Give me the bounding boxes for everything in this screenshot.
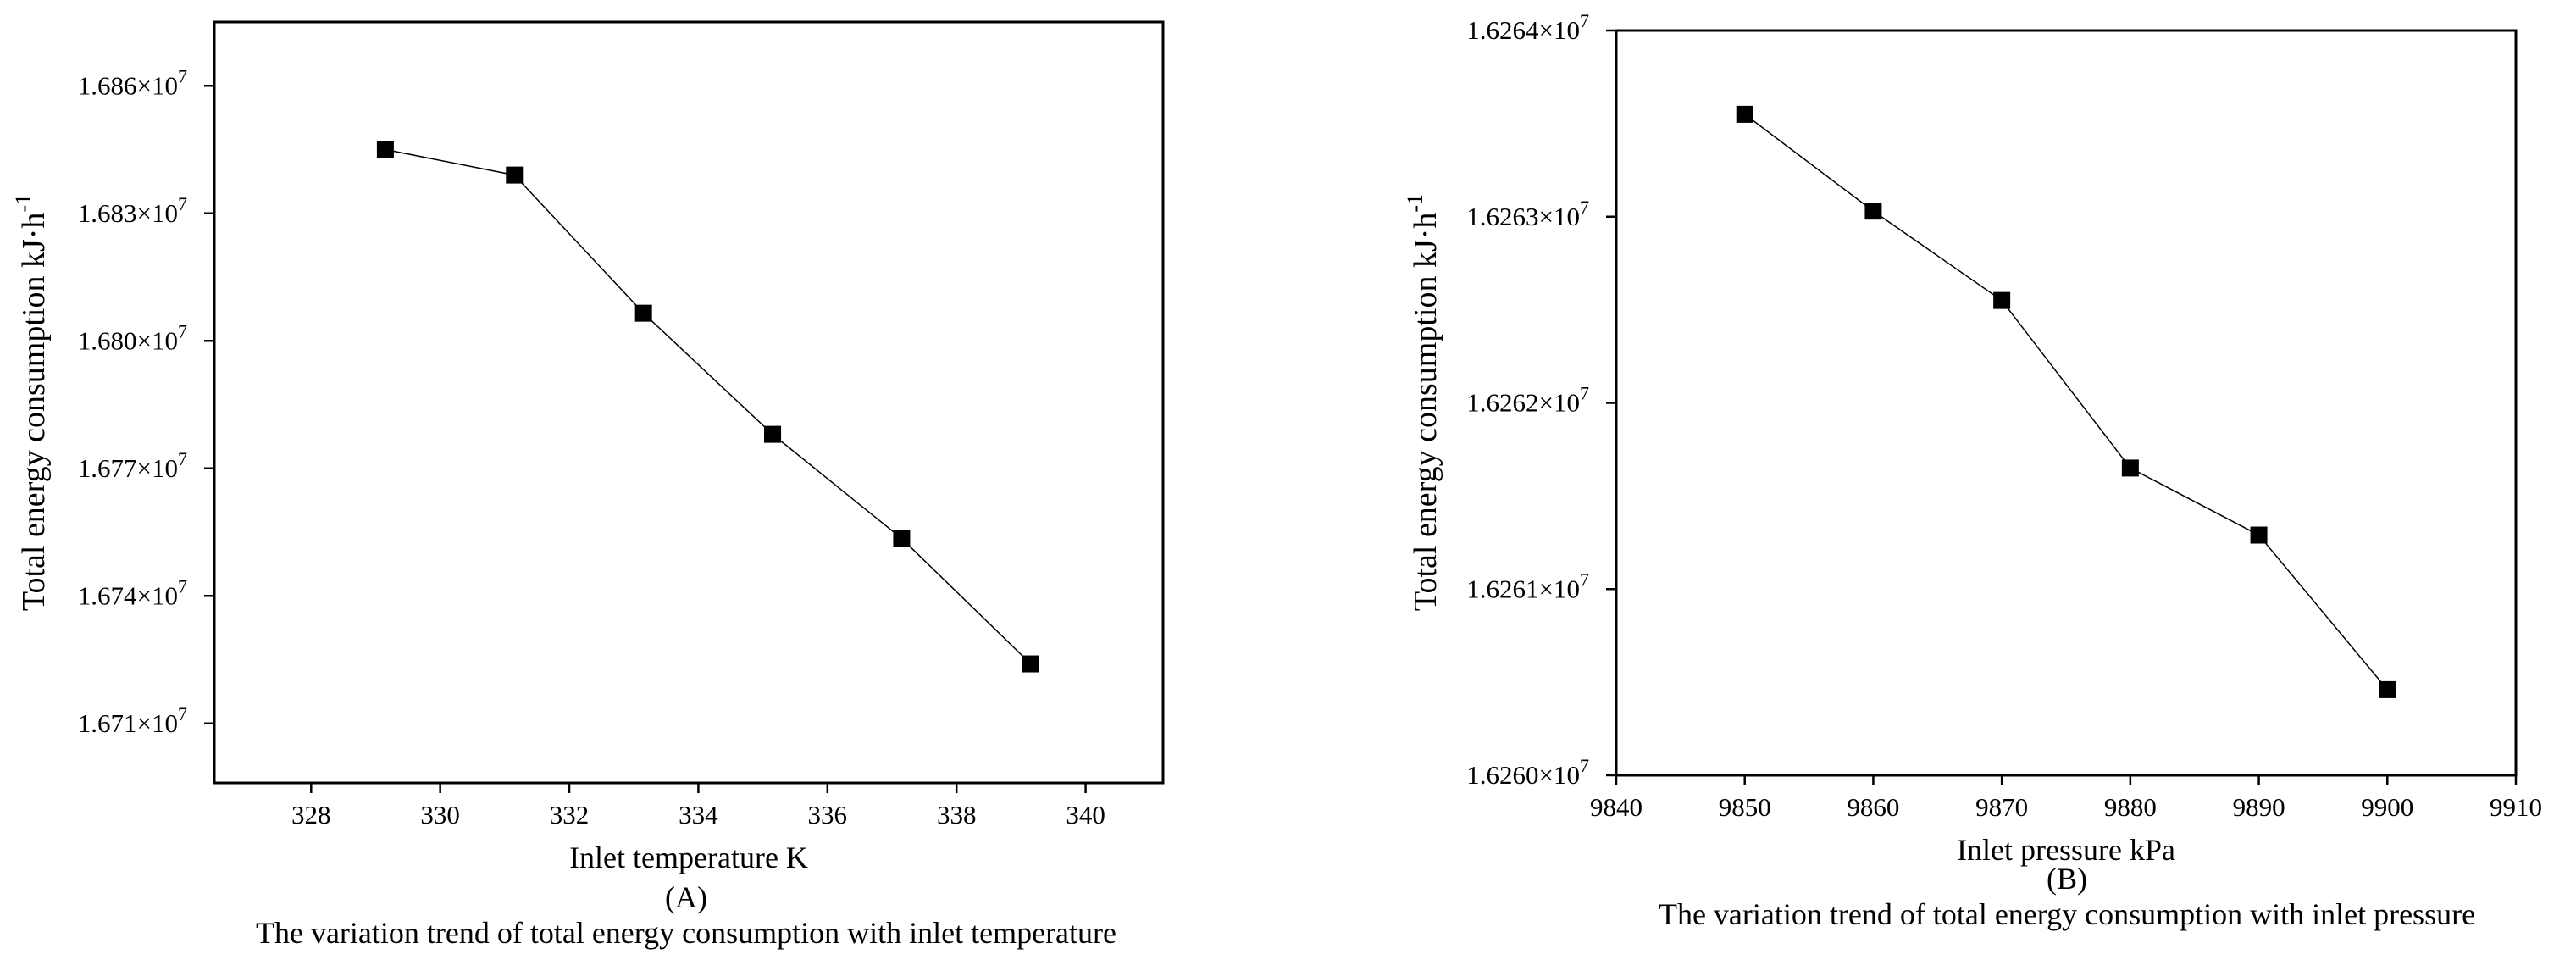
- data-point: [2121, 459, 2139, 477]
- y-tick-label: 1.6264×107: [1466, 10, 1589, 45]
- caption-b: The variation trend of total energy cons…: [1658, 897, 2476, 931]
- y-tick-label: 1.686×107: [78, 65, 187, 100]
- x-tick-label: 338: [937, 800, 977, 830]
- x-tick-label: 330: [420, 800, 460, 830]
- data-point: [2250, 526, 2268, 544]
- y-tick-label: 1.671×107: [78, 703, 187, 738]
- data-point: [1993, 291, 2011, 309]
- x-axis-title: Inlet temperature K: [569, 841, 808, 874]
- caption-a: The variation trend of total energy cons…: [255, 916, 1117, 950]
- y-tick-label: 1.6260×107: [1466, 755, 1589, 790]
- x-tick-label: 9910: [2490, 792, 2542, 822]
- y-tick-label: 1.677×107: [78, 448, 187, 483]
- chart-b: 9840 9850 9860 9870 9880 9890 9900 9910 1.6260×1…: [1403, 10, 2542, 867]
- data-point: [634, 304, 652, 322]
- plot-frame: [1615, 29, 2518, 777]
- y-tick-label: 1.680×107: [78, 320, 187, 355]
- series-line: [385, 148, 1032, 665]
- chart-a: 328 330 332 334 336 338 340 1.671×107 1.674×107 1…: [11, 20, 1165, 874]
- y-tick-label: 1.683×107: [78, 193, 187, 228]
- data-point: [1736, 105, 1753, 123]
- y-axis-title: Total energy consumption kJ·h-1: [11, 194, 52, 611]
- x-tick-label: 9880: [2104, 792, 2157, 822]
- y-tick-label: 1.674×107: [78, 575, 187, 610]
- data-point: [764, 425, 782, 443]
- y-tick-label: 1.6261×107: [1466, 569, 1589, 603]
- x-tick-label: 334: [679, 800, 718, 830]
- x-tick-label: 9850: [1719, 792, 1771, 822]
- y-axis-title: Total energy consumption kJ·h-1: [1403, 194, 1443, 611]
- x-tick-label: 9890: [2233, 792, 2285, 822]
- x-tick-label: 340: [1066, 800, 1105, 830]
- data-point: [1022, 655, 1039, 673]
- x-tick-label: 9840: [1590, 792, 1643, 822]
- data-point: [376, 141, 394, 158]
- data-point: [506, 166, 524, 184]
- x-axis-title: Inlet pressure kPa: [1957, 833, 2175, 867]
- x-tick-label: 9860: [1847, 792, 1899, 822]
- data-point: [893, 530, 911, 547]
- y-tick-label: 1.6262×107: [1466, 383, 1589, 418]
- panel-label-a: (A): [665, 880, 707, 914]
- x-tick-label: 9870: [1975, 792, 2028, 822]
- x-tick-label: 328: [291, 800, 331, 830]
- x-tick-label: 336: [808, 800, 848, 830]
- plot-frame: [213, 20, 1165, 785]
- x-tick-label: 9900: [2361, 792, 2413, 822]
- data-point: [2379, 680, 2396, 698]
- series-line: [1744, 114, 2388, 691]
- y-tick-label: 1.6263×107: [1466, 197, 1589, 231]
- data-point: [1864, 203, 1882, 220]
- x-tick-label: 332: [550, 800, 590, 830]
- panel-label-b: (B): [2047, 862, 2087, 896]
